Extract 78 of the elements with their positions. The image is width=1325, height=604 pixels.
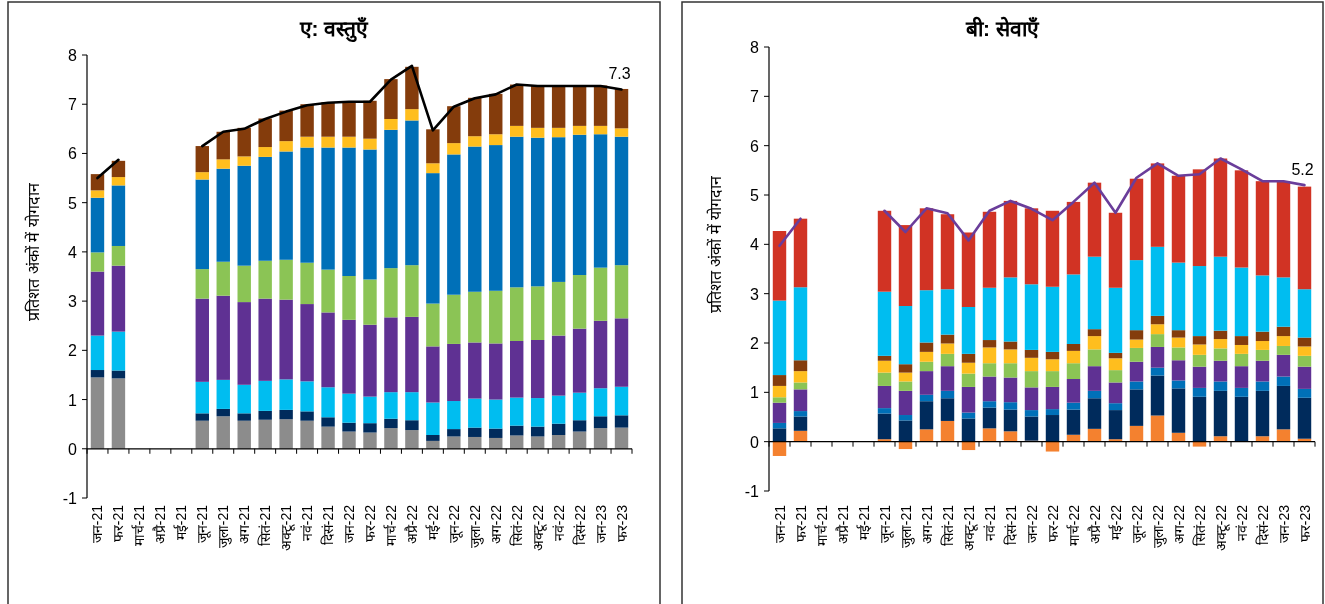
x-tick-label: फर-22 (1044, 504, 1061, 543)
x-tick-label: अप्रै-22 (1086, 504, 1103, 545)
y-tick-label: 4 (750, 236, 760, 254)
y-tick-label: -1 (62, 490, 78, 507)
x-tick-label: जुला-21 (897, 504, 915, 549)
x-tick-label: अग-21 (236, 504, 253, 545)
x-tick-label: अक्टू-21 (960, 504, 978, 552)
y-axis-title: प्रतिशत अंकों में योगदान (24, 182, 42, 321)
x-tick-label: नवं-22 (1233, 504, 1250, 542)
x-tick-label: अप्रै-21 (834, 504, 851, 545)
x-tick-label: मई-21 (855, 504, 872, 541)
x-tick-label: सितं-21 (257, 504, 274, 547)
x-tick-label: फर-23 (613, 504, 630, 543)
annotation: 5.2 (1291, 161, 1314, 179)
x-tick-label: जून-22 (445, 504, 463, 544)
x-tick-label: फर-21 (110, 504, 127, 543)
x-tick-label: जन-23 (592, 504, 609, 544)
y-tick-label: 8 (750, 39, 760, 56)
y-tick-label: -1 (744, 483, 760, 500)
x-tick-label: फर-22 (361, 504, 378, 543)
x-tick-label: जन-22 (341, 504, 358, 544)
x-tick-label: दिसं-22 (571, 504, 588, 546)
x-tick-label: मार्च-21 (813, 504, 830, 547)
chart-title: बी: सेवाएँ (965, 16, 1040, 40)
x-tick-label: अग-21 (918, 504, 935, 545)
x-tick-label: अप्रै-22 (403, 504, 420, 545)
x-tick-label: फर-23 (1296, 504, 1313, 543)
x-tick-label: सितं-21 (939, 504, 956, 547)
x-tick-label: दिसं-21 (320, 504, 337, 546)
x-tick-label: सितं-22 (508, 504, 525, 547)
x-tick-label: नवं-21 (981, 504, 998, 542)
x-tick-label: जुला-22 (466, 504, 484, 549)
y-tick-label: 4 (68, 243, 78, 261)
y-tick-label: 1 (68, 391, 78, 409)
y-tick-label: 5 (68, 194, 78, 212)
annotation: 7.3 (608, 65, 631, 83)
x-tick-label: फर-21 (792, 504, 809, 543)
x-tick-label: नवं-22 (550, 504, 567, 542)
x-tick-label: अप्रै-21 (152, 504, 169, 545)
x-tick-label: जून-22 (1128, 504, 1146, 544)
y-tick-label: 2 (750, 335, 760, 352)
y-tick-label: 0 (68, 440, 78, 458)
y-tick-label: 3 (750, 285, 760, 303)
y-tick-label: 8 (68, 47, 78, 64)
x-tick-label: मई-21 (173, 504, 190, 541)
y-tick-label: 7 (750, 88, 760, 106)
x-tick-label: जन-23 (1275, 504, 1292, 544)
x-tick-label: अग-22 (1170, 504, 1187, 545)
x-tick-label: अक्टू-22 (1212, 504, 1230, 552)
x-tick-label: नवं-21 (299, 504, 316, 542)
x-tick-label: जून-21 (876, 504, 894, 544)
x-tick-label: अक्टू-22 (529, 504, 547, 552)
x-tick-label: मई-22 (1107, 504, 1124, 541)
x-tick-label: जन-22 (1023, 504, 1040, 544)
x-tick-label: सितं-22 (1191, 504, 1208, 547)
x-tick-label: मार्च-22 (382, 504, 399, 547)
x-tick-label: मार्च-21 (131, 504, 148, 547)
x-tick-label: दिसं-22 (1254, 504, 1271, 546)
x-tick-label: जन-21 (771, 504, 788, 544)
y-tick-label: 6 (68, 145, 78, 163)
y-tick-label: 5 (750, 187, 760, 204)
y-tick-label: 6 (750, 137, 760, 155)
y-tick-label: 2 (68, 342, 78, 360)
x-tick-label: मई-22 (424, 504, 441, 541)
x-tick-label: जून-21 (194, 504, 212, 544)
y-tick-label: 1 (750, 384, 760, 402)
x-tick-label: जन-21 (89, 504, 106, 544)
x-tick-label: जुला-21 (215, 504, 233, 549)
chart-title: ए: वस्तुएँ (298, 16, 370, 43)
x-tick-label: अक्टू-21 (278, 504, 296, 552)
x-tick-label: जुला-22 (1149, 504, 1167, 549)
y-tick-label: 7 (68, 96, 78, 114)
y-axis-title: प्रतिशत अंकों में योगदान (706, 174, 724, 314)
x-tick-label: मार्च-22 (1065, 504, 1082, 547)
x-tick-label: अग-22 (487, 504, 504, 545)
x-tick-label: दिसं-21 (1002, 504, 1019, 546)
y-tick-label: 3 (68, 293, 78, 311)
y-tick-label: 0 (750, 433, 760, 451)
